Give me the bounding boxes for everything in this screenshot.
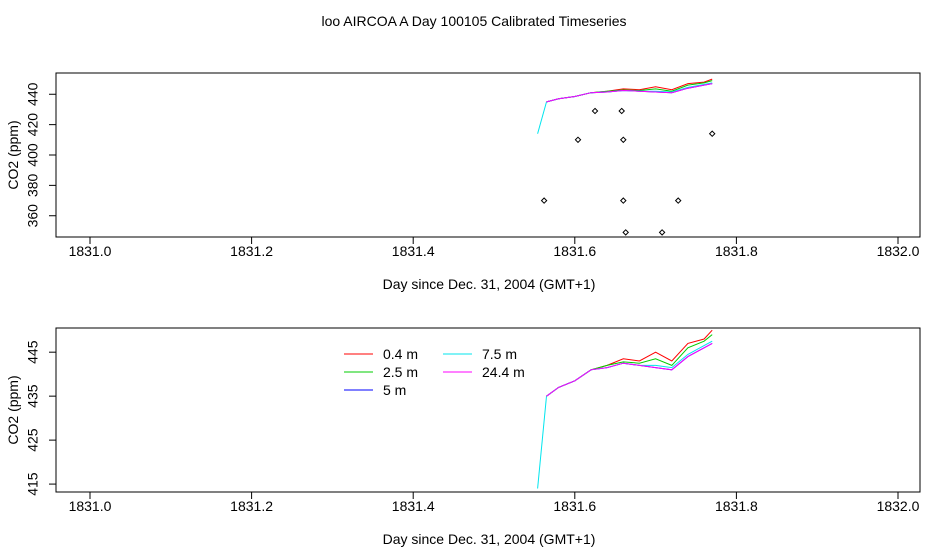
- y-tick-label: 415: [25, 472, 41, 496]
- data-point: [622, 229, 630, 236]
- data-point: [618, 107, 626, 115]
- data-point: [591, 107, 599, 115]
- series-line-3: [546, 83, 713, 103]
- data-point: [674, 197, 682, 204]
- x-tick-label: 1831.2: [230, 498, 273, 514]
- figure-title: loo AIRCOA A Day 100105 Calibrated Times…: [321, 13, 626, 29]
- top-panel: 1831.0 1831.2 1831.4 1831.6 1831.8 1832.0 360 3…: [5, 72, 921, 292]
- y-tick-label: 380: [25, 173, 41, 197]
- x-tick-label: 1831.2: [230, 243, 273, 259]
- x-axis-label: Day since Dec. 31, 2004 (GMT+1): [383, 276, 596, 292]
- y-tick-label: 420: [25, 113, 41, 137]
- x-axis-label: Day since Dec. 31, 2004 (GMT+1): [383, 531, 596, 547]
- legend-label: 7.5 m: [482, 346, 517, 362]
- series-line-5: [546, 83, 713, 103]
- x-tick-label: 1831.4: [392, 243, 435, 259]
- x-tick-label: 1831.6: [553, 498, 596, 514]
- y-tick-label: 435: [25, 384, 41, 408]
- series-line-3: [546, 342, 713, 397]
- y-tick-label: 445: [25, 340, 41, 364]
- data-point: [708, 130, 716, 138]
- x-tick-label: 1831.8: [715, 498, 758, 514]
- data-point: [619, 197, 627, 204]
- y-tick-label: 360: [25, 204, 41, 228]
- legend-label: 2.5 m: [383, 364, 418, 380]
- y-tick-label: 440: [25, 82, 41, 106]
- series-line-5: [546, 342, 713, 397]
- legend-label: 0.4 m: [383, 346, 418, 362]
- y-tick-label: 400: [25, 143, 41, 167]
- legend-label: 24.4 m: [482, 364, 525, 380]
- x-tick-label: 1832.0: [877, 498, 920, 514]
- y-tick-label: 425: [25, 428, 41, 452]
- data-point: [658, 229, 666, 236]
- x-tick-label: 1832.0: [877, 243, 920, 259]
- x-tick-label: 1831.8: [715, 243, 758, 259]
- y-axis-label: CO2 (ppm): [5, 375, 21, 444]
- series-line-4: [546, 340, 713, 397]
- data-point: [619, 136, 627, 144]
- y-axis-label: CO2 (ppm): [5, 120, 21, 189]
- x-tick-label: 1831.0: [69, 243, 112, 259]
- plot-frame: [55, 327, 921, 493]
- series-line-0: [537, 396, 547, 489]
- series-line-1: [546, 329, 713, 397]
- series-line-0: [537, 101, 547, 134]
- bottom-panel: 1831.0 1831.2 1831.4 1831.6 1831.8 1832.0 415 4…: [5, 327, 921, 547]
- x-tick-label: 1831.4: [392, 498, 435, 514]
- data-point: [574, 136, 582, 144]
- legend-label: 5 m: [383, 382, 406, 398]
- plot-frame: [55, 72, 921, 238]
- data-point: [540, 197, 548, 204]
- x-tick-label: 1831.0: [69, 498, 112, 514]
- x-tick-label: 1831.6: [553, 243, 596, 259]
